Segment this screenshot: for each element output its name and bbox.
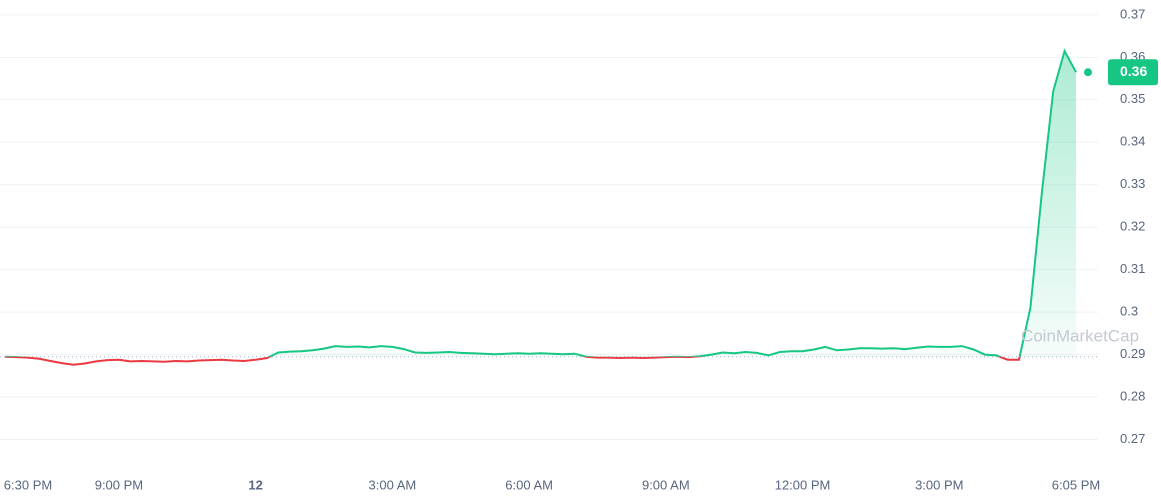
x-tick-label: 3:00 PM — [915, 477, 963, 492]
y-tick-label: 0.27 — [1120, 431, 1145, 446]
area-up — [5, 51, 1076, 357]
y-tick-label: 0.32 — [1120, 219, 1145, 234]
price-badge — [1108, 59, 1158, 86]
x-tick-label: 9:00 PM — [95, 477, 143, 492]
price-label: 0.36 — [1120, 63, 1147, 79]
x-tick-label: 6:30 PM — [4, 477, 52, 492]
last-point — [1084, 68, 1092, 77]
y-tick-label: 0.28 — [1120, 388, 1145, 403]
y-tick-label: 0.31 — [1120, 261, 1145, 276]
x-tick-label: 3:00 AM — [369, 477, 417, 492]
y-tick-label: 0.33 — [1120, 176, 1145, 191]
x-tick-label: 12:00 PM — [775, 477, 831, 492]
watermark: CoinMarketCap — [1021, 326, 1139, 345]
y-tick-label: 0.29 — [1120, 346, 1145, 361]
line-up — [4, 48, 1077, 357]
x-tick-label: 9:00 AM — [642, 477, 690, 492]
x-tick-label: 12 — [248, 477, 262, 492]
y-tick-label: 0.37 — [1120, 6, 1145, 21]
x-tick-label: 6:00 AM — [505, 477, 553, 492]
y-tick-label: 0.35 — [1120, 91, 1145, 106]
y-tick-label: 0.34 — [1120, 134, 1145, 149]
x-tick-label: 6:05 PM — [1052, 477, 1100, 492]
line-down — [4, 356, 1021, 366]
y-tick-label: 0.3 — [1120, 304, 1138, 319]
